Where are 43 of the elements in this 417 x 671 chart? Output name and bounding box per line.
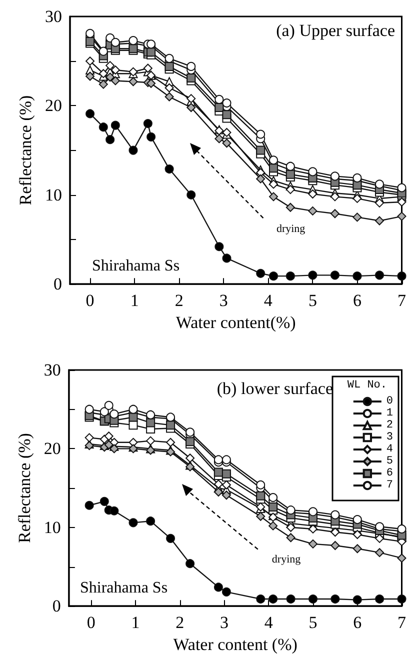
y-tick-label: 0 bbox=[54, 274, 62, 294]
x-tick-label: 6 bbox=[353, 613, 362, 632]
x-tick-label: 4 bbox=[264, 291, 273, 310]
legend-label: 6 bbox=[386, 468, 394, 480]
legend-label: 2 bbox=[386, 420, 394, 432]
x-axis-title: Water content (%) bbox=[173, 635, 298, 654]
legend-label: 0 bbox=[386, 396, 394, 408]
annotation: drying bbox=[276, 222, 306, 235]
x-tick-label: 1 bbox=[130, 291, 139, 310]
annotation: Shirahama Ss bbox=[80, 580, 168, 596]
annotation: drying bbox=[272, 553, 302, 566]
annotation: (a) Upper surface bbox=[276, 21, 396, 40]
y-tick-label: 10 bbox=[45, 185, 62, 204]
y-tick-label: 10 bbox=[44, 518, 61, 537]
x-tick-label: 6 bbox=[352, 291, 362, 310]
x-tick-label: 5 bbox=[308, 613, 318, 632]
y-tick-label: 30 bbox=[45, 7, 62, 26]
annotation: Shirahama Ss bbox=[92, 258, 180, 274]
legend-label: 7 bbox=[386, 480, 394, 492]
y-axis-title: Reflectance (%) bbox=[16, 95, 36, 206]
x-tick-label: 7 bbox=[398, 613, 406, 632]
x-tick-label: 7 bbox=[398, 291, 406, 310]
x-axis-title: Water content(%) bbox=[176, 313, 296, 332]
y-axis-title: Reflectance (%) bbox=[15, 433, 34, 544]
legend-title: WL No. bbox=[347, 380, 388, 392]
x-tick-label: 1 bbox=[131, 613, 140, 632]
y-tick-label: 20 bbox=[44, 439, 61, 458]
legend-label: 3 bbox=[386, 432, 394, 444]
y-tick-label: 30 bbox=[44, 360, 61, 380]
legend-label: 5 bbox=[386, 456, 394, 468]
x-tick-label: 2 bbox=[176, 613, 184, 632]
x-tick-label: 3 bbox=[220, 613, 228, 632]
x-tick-label: 4 bbox=[264, 613, 274, 632]
y-tick-label: 20 bbox=[45, 96, 62, 116]
legend-label: 1 bbox=[386, 408, 394, 420]
x-tick-label: 3 bbox=[219, 291, 228, 310]
x-tick-label: 0 bbox=[86, 291, 94, 310]
annotation: (b) lower surface bbox=[216, 379, 334, 398]
x-tick-label: 5 bbox=[308, 291, 317, 310]
y-tick-label: 0 bbox=[52, 596, 61, 616]
legend-label: 4 bbox=[386, 444, 394, 456]
x-tick-label: 0 bbox=[86, 613, 96, 632]
x-tick-label: 2 bbox=[174, 291, 184, 310]
